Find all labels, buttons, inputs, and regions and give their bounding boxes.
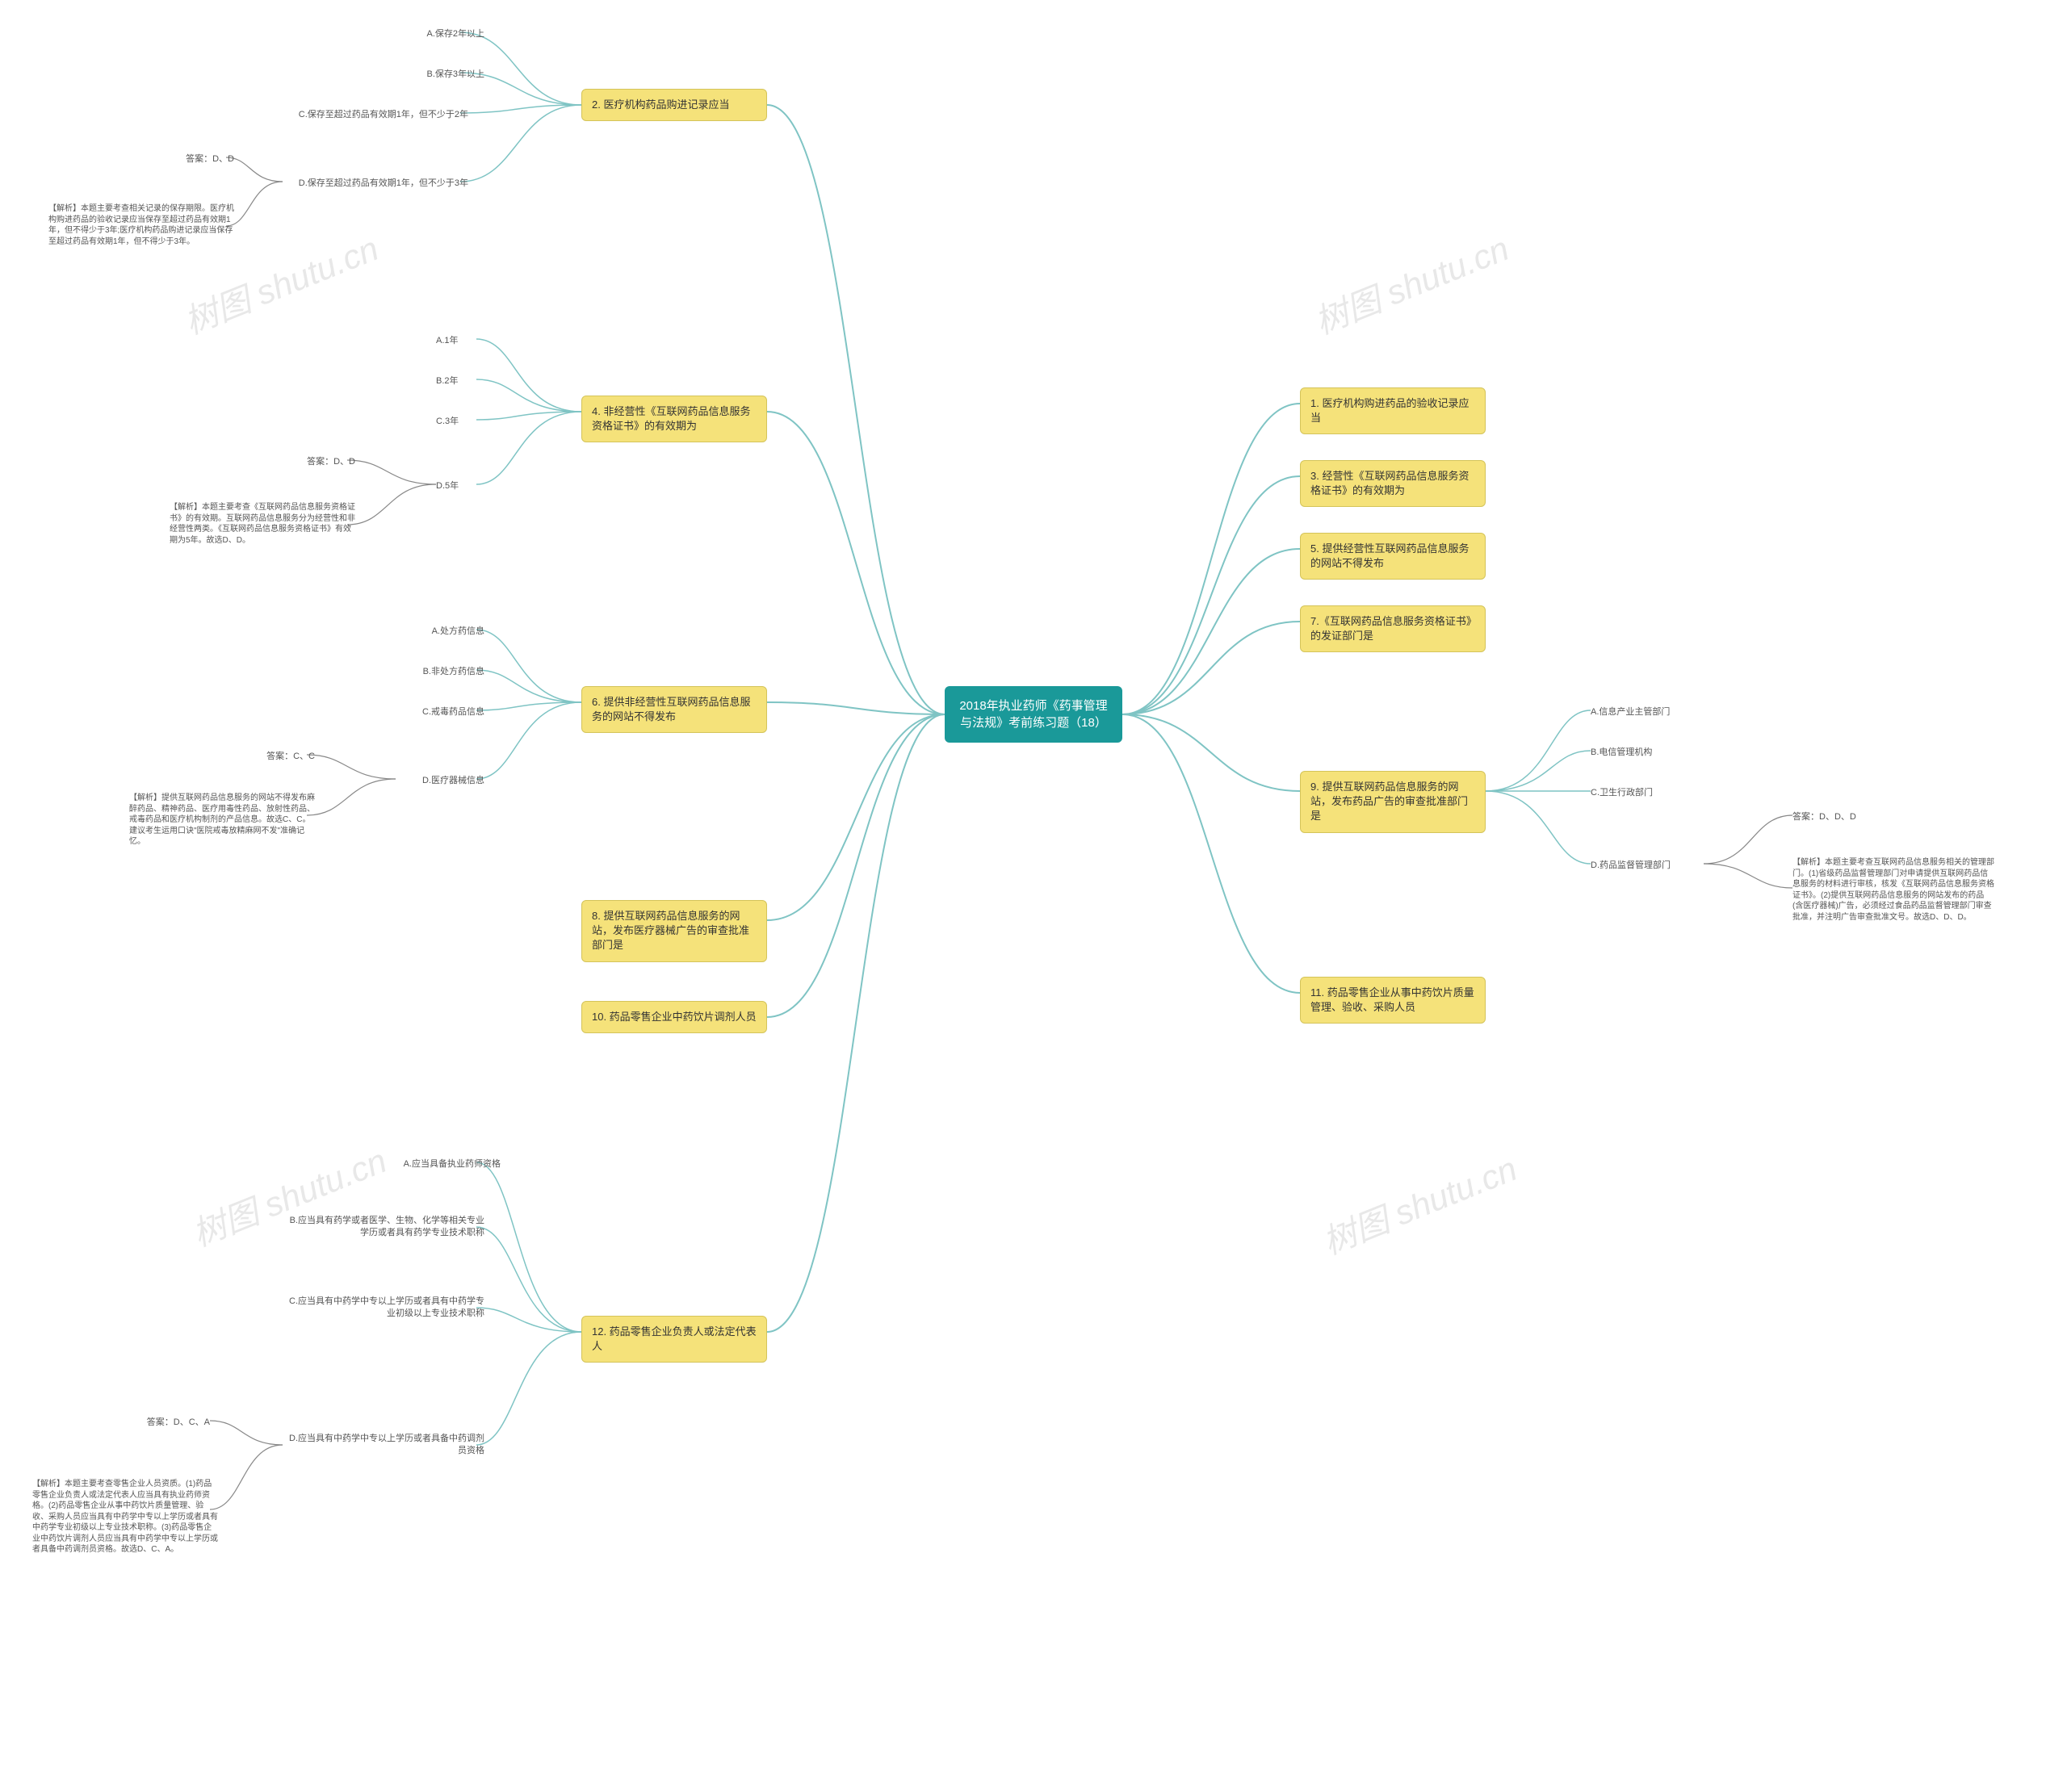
q12-option-d: D.应当具有中药学中专以上学历或者具备中药调剂员资格	[283, 1431, 484, 1459]
root-node[interactable]: 2018年执业药师《药事管理与法规》考前练习题（18）	[945, 686, 1122, 743]
q2-option-a: A.保存2年以上	[307, 27, 484, 42]
branch-q8[interactable]: 8. 提供互联网药品信息服务的网站，发布医疗器械广告的审查批准部门是	[581, 900, 767, 962]
q6-option-b: B.非处方药信息	[388, 664, 484, 680]
q6-answer: 答案：C、C	[218, 749, 315, 764]
watermark: 树图 shutu.cn	[1314, 1142, 1524, 1265]
q4-option-a: A.1年	[436, 333, 484, 349]
branch-q10[interactable]: 10. 药品零售企业中药饮片调剂人员	[581, 1001, 767, 1033]
branch-q7[interactable]: 7.《互联网药品信息服务资格证书》的发证部门是	[1300, 605, 1486, 652]
branch-q3[interactable]: 3. 经营性《互联网药品信息服务资格证书》的有效期为	[1300, 460, 1486, 507]
q9-option-a: A.信息产业主管部门	[1591, 705, 1720, 720]
q9-answer: 答案：D、D、D	[1792, 810, 1922, 825]
q6-explain: 【解析】提供互联网药品信息服务的网站不得发布麻醉药品、精神药品、医疗用毒性药品、…	[129, 791, 315, 849]
q12-option-c: C.应当具有中药学中专以上学历或者具有中药学专业初级以上专业技术职称	[283, 1294, 484, 1322]
branch-q4[interactable]: 4. 非经营性《互联网药品信息服务资格证书》的有效期为	[581, 396, 767, 442]
q2-option-c: C.保存至超过药品有效期1年，但不少于2年	[266, 107, 468, 123]
branch-q11[interactable]: 11. 药品零售企业从事中药饮片质量管理、验收、采购人员	[1300, 977, 1486, 1024]
q4-answer: 答案：D、D	[258, 454, 355, 470]
q9-option-d: D.药品监督管理部门	[1591, 858, 1720, 873]
q2-explain: 【解析】本题主要考查相关记录的保存期限。医疗机构购进药品的验收记录应当保存至超过…	[48, 202, 234, 249]
watermark: 树图 shutu.cn	[1306, 222, 1516, 345]
connector-layer	[0, 0, 2067, 1792]
branch-q6[interactable]: 6. 提供非经营性互联网药品信息服务的网站不得发布	[581, 686, 767, 733]
q12-option-a: A.应当具备执业药师资格	[323, 1157, 501, 1172]
q4-option-b: B.2年	[436, 374, 484, 389]
branch-q9[interactable]: 9. 提供互联网药品信息服务的网站，发布药品广告的审查批准部门是	[1300, 771, 1486, 833]
q6-option-a: A.处方药信息	[388, 624, 484, 639]
q4-explain: 【解析】本题主要考查《互联网药品信息服务资格证书》的有效期。互联网药品信息服务分…	[170, 500, 355, 547]
q4-option-d: D.5年	[436, 479, 484, 494]
q12-answer: 答案：D、C、A	[113, 1415, 210, 1430]
q12-explain: 【解析】本题主要考查零售企业人员资质。(1)药品零售企业负责人或法定代表人应当具…	[32, 1477, 218, 1557]
q4-option-c: C.3年	[436, 414, 484, 429]
q9-option-c: C.卫生行政部门	[1591, 785, 1720, 801]
q2-answer: 答案：D、D	[137, 152, 234, 167]
branch-q5[interactable]: 5. 提供经营性互联网药品信息服务的网站不得发布	[1300, 533, 1486, 580]
q2-option-d: D.保存至超过药品有效期1年，但不少于3年	[266, 176, 468, 191]
branch-q12[interactable]: 12. 药品零售企业负责人或法定代表人	[581, 1316, 767, 1363]
q6-option-d: D.医疗器械信息	[388, 773, 484, 789]
q6-option-c: C.戒毒药品信息	[388, 705, 484, 720]
q9-option-b: B.电信管理机构	[1591, 745, 1720, 760]
branch-q2[interactable]: 2. 医疗机构药品购进记录应当	[581, 89, 767, 121]
q2-option-b: B.保存3年以上	[307, 67, 484, 82]
branch-q1[interactable]: 1. 医疗机构购进药品的验收记录应当	[1300, 387, 1486, 434]
q12-option-b: B.应当具有药学或者医学、生物、化学等相关专业学历或者具有药学专业技术职称	[283, 1213, 484, 1241]
q9-explain: 【解析】本题主要考查互联网药品信息服务相关的管理部门。(1)省级药品监督管理部门…	[1792, 856, 1994, 924]
